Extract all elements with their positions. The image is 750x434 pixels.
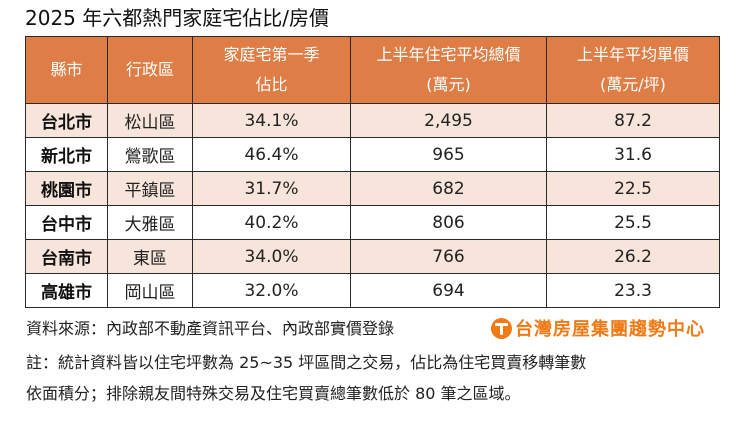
- table-row: 台北市 松山區 34.1% 2,495 87.2: [25, 103, 720, 138]
- cell-share: 31.7%: [192, 171, 351, 206]
- cell-share: 46.4%: [192, 137, 351, 172]
- table-row: 台南市 東區 34.0% 766 26.2: [25, 239, 720, 274]
- cell-city: 台北市: [25, 103, 108, 138]
- cell-share: 32.0%: [192, 273, 351, 308]
- footnote: 註：統計資料皆以住宅坪數為 25~35 坪區間之交易，佔比為住宅買賣移轉筆數 依…: [26, 347, 736, 409]
- brand-logo: 台灣房屋集團趨勢中心: [491, 315, 705, 341]
- cell-total-price: 682: [350, 171, 547, 206]
- cell-city: 台南市: [25, 239, 108, 274]
- table-row: 新北市 鶯歌區 46.4% 965 31.6: [25, 137, 720, 172]
- cell-unit-price: 23.3: [546, 273, 720, 308]
- header-share: 家庭宅第一季 佔比: [192, 36, 351, 104]
- cell-total-price: 965: [350, 137, 547, 172]
- brand-logo-icon: [491, 317, 512, 339]
- cell-total-price: 766: [350, 239, 547, 274]
- cell-unit-price: 25.5: [546, 205, 720, 240]
- header-city: 縣市: [25, 36, 108, 104]
- cell-district: 大雅區: [107, 205, 193, 240]
- cell-district: 岡山區: [107, 273, 193, 308]
- cell-unit-price: 26.2: [546, 239, 720, 274]
- cell-district: 東區: [107, 239, 193, 274]
- table-header-row: 縣市 行政區 家庭宅第一季 佔比 上半年住宅平均總價 (萬元) 上半年平均單價 …: [25, 36, 720, 104]
- cell-city: 台中市: [25, 205, 108, 240]
- page-title: 2025 年六都熱門家庭宅佔比/房價: [25, 6, 329, 30]
- data-source: 資料來源：內政部不動產資訊平台、內政部實價登錄: [26, 319, 395, 338]
- footnote-line-1: 註：統計資料皆以住宅坪數為 25~35 坪區間之交易，佔比為住宅買賣移轉筆數: [26, 353, 587, 372]
- cell-share: 34.1%: [192, 103, 351, 138]
- header-total-price: 上半年住宅平均總價 (萬元): [350, 36, 547, 104]
- cell-unit-price: 87.2: [546, 103, 720, 138]
- table-row: 台中市 大雅區 40.2% 806 25.5: [25, 205, 720, 240]
- table-row: 高雄市 岡山區 32.0% 694 23.3: [25, 273, 720, 308]
- cell-total-price: 694: [350, 273, 547, 308]
- brand-name: 台灣房屋集團趨勢中心: [515, 319, 705, 340]
- cell-share: 34.0%: [192, 239, 351, 274]
- cell-unit-price: 31.6: [546, 137, 720, 172]
- cell-city: 高雄市: [25, 273, 108, 308]
- housing-price-table: 縣市 行政區 家庭宅第一季 佔比 上半年住宅平均總價 (萬元) 上半年平均單價 …: [25, 36, 720, 308]
- header-unit-price: 上半年平均單價 (萬元/坪): [546, 36, 720, 104]
- cell-district: 平鎮區: [107, 171, 193, 206]
- cell-total-price: 806: [350, 205, 547, 240]
- cell-district: 松山區: [107, 103, 193, 138]
- table-row: 桃園市 平鎮區 31.7% 682 22.5: [25, 171, 720, 206]
- cell-share: 40.2%: [192, 205, 351, 240]
- footnote-line-2: 依面積分；排除親友間特殊交易及住宅買賣總筆數低於 80 筆之區域。: [26, 384, 521, 403]
- cell-total-price: 2,495: [350, 103, 547, 138]
- cell-district: 鶯歌區: [107, 137, 193, 172]
- cell-city: 新北市: [25, 137, 108, 172]
- header-district: 行政區: [107, 36, 193, 104]
- cell-unit-price: 22.5: [546, 171, 720, 206]
- cell-city: 桃園市: [25, 171, 108, 206]
